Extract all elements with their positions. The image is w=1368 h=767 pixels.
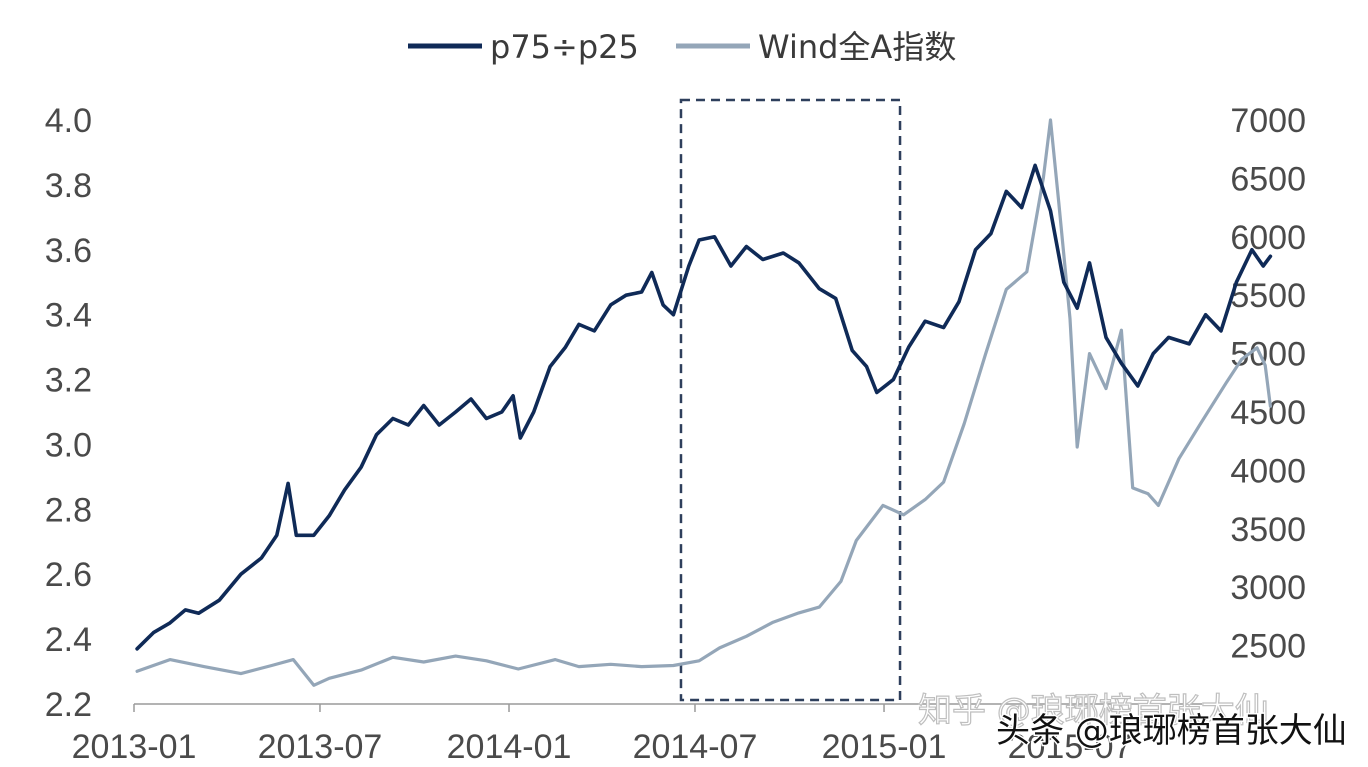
y-right-tick-label: 6500: [1230, 160, 1306, 198]
y-right-tick-label: 3500: [1230, 511, 1306, 549]
y-right-tick-label: 3000: [1230, 569, 1306, 607]
legend-label-wind: Wind全A指数: [758, 28, 956, 66]
y-left-tick-label: 3.0: [45, 426, 92, 464]
watermark-toutiao: 头条 @琅琊榜首张大仙: [996, 711, 1347, 751]
y-right-tick-label: 4000: [1230, 452, 1306, 490]
x-tick-label: 2014-07: [633, 728, 758, 766]
highlight-region: [679, 98, 902, 702]
x-tick-label: 2015-07: [1008, 728, 1133, 766]
y-left-tick-label: 2.2: [45, 686, 92, 724]
watermark-zhihu: 知乎 @琅琊榜首张大仙: [918, 691, 1269, 731]
y-right-tick-label: 7000: [1230, 102, 1306, 140]
watermark: 知乎 @琅琊榜首张大仙 头条 @琅琊榜首张大仙: [917, 690, 1348, 752]
x-tick-label: 2015-01: [822, 728, 947, 766]
series-lines: [135, 118, 1273, 687]
y-right-tick-label: 5500: [1230, 277, 1306, 315]
legend-label-p75-p25: p75÷p25: [490, 28, 639, 66]
chart-legend: p75÷p25 Wind全A指数: [408, 28, 956, 66]
x-tick-label: 2014-01: [447, 728, 572, 766]
y-left-tick-label: 2.4: [45, 621, 92, 659]
y-left-tick-label: 3.6: [45, 232, 92, 270]
series-line-p75-p25: [135, 163, 1273, 651]
highlight-box: [679, 98, 902, 702]
x-tick-label: 2013-07: [258, 728, 383, 766]
y-right-tick-label: 2500: [1230, 628, 1306, 666]
y-right-tick-label: 5000: [1230, 336, 1306, 374]
y-left-tick-label: 3.2: [45, 362, 92, 400]
y-left-tick-label: 2.6: [45, 556, 92, 594]
y-left-tick-label: 4.0: [45, 102, 92, 140]
chart-axes: 2013-01 2013-07 2014-01 2014-07 2015-01 2015-…: [45, 102, 1306, 766]
y-left-tick-label: 3.8: [45, 167, 92, 205]
x-tick-label: 2013-01: [72, 728, 197, 766]
y-left-tick-label: 2.8: [45, 491, 92, 529]
y-left-tick-label: 3.4: [45, 297, 92, 335]
series-line-wind-all-a: [135, 118, 1273, 687]
y-right-tick-label: 6000: [1230, 219, 1306, 257]
